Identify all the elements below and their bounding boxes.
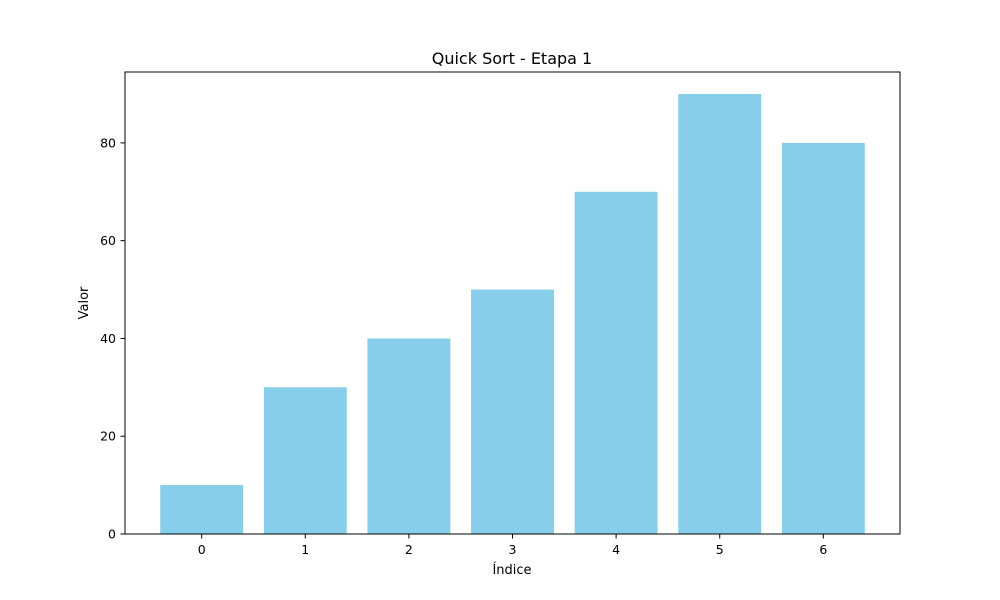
y-tick-label: 80	[100, 135, 116, 150]
x-tick-label: 1	[301, 542, 309, 557]
y-tick-label: 0	[108, 527, 116, 542]
x-tick-label: 2	[405, 542, 413, 557]
x-axis-ticks: 0 1 2 3 4 5 6	[198, 534, 827, 557]
x-tick-label: 6	[819, 542, 827, 557]
bar-4	[574, 191, 658, 534]
bar-1	[263, 387, 347, 534]
x-tick-label: 0	[198, 542, 206, 557]
x-tick-label: 4	[612, 542, 620, 557]
y-tick-label: 40	[100, 331, 116, 346]
bar-3	[471, 289, 554, 534]
x-tick-label: 3	[509, 542, 517, 557]
chart-title: Quick Sort - Etapa 1	[432, 49, 592, 68]
y-tick-label: 60	[100, 233, 116, 248]
x-tick-label: 5	[716, 542, 724, 557]
y-axis-label: Valor	[77, 286, 92, 319]
bar-0	[160, 485, 244, 534]
y-tick-label: 20	[100, 429, 116, 444]
bar-2	[367, 338, 451, 534]
y-axis-ticks: 0 20 40 60 80	[100, 135, 125, 542]
bars-layer	[160, 94, 865, 534]
bar-6	[781, 142, 865, 534]
x-axis-label: Índice	[492, 562, 531, 578]
bar-5	[678, 94, 762, 534]
